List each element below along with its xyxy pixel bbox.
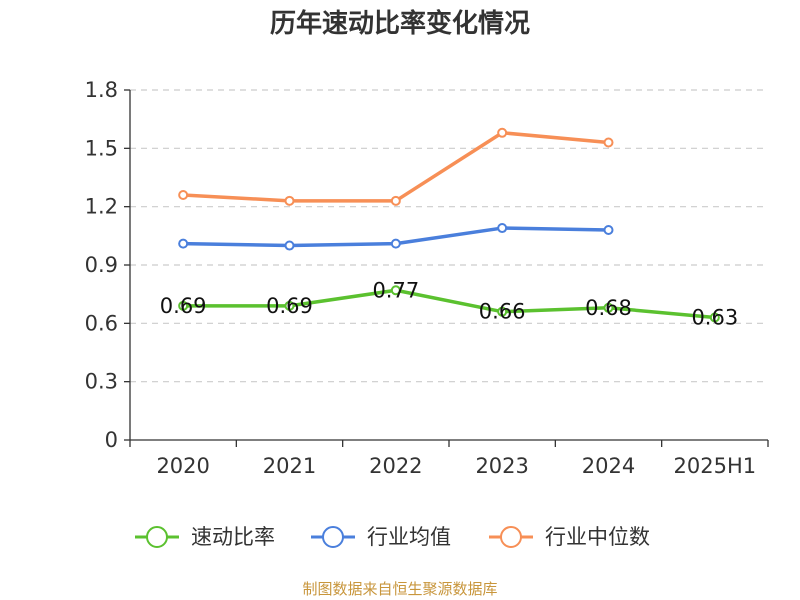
legend-item[interactable]: 速动比率	[135, 525, 275, 549]
data-point[interactable]	[497, 127, 508, 138]
data-label: 0.68	[585, 296, 632, 320]
legend[interactable]: 速动比率 行业均值 行业中位数	[135, 525, 650, 549]
series-1	[178, 223, 614, 251]
legend-item[interactable]: 行业中位数	[489, 525, 650, 549]
y-tick-label: 1.2	[85, 195, 118, 219]
legend-marker	[146, 526, 168, 548]
data-point[interactable]	[709, 312, 720, 323]
legend-label: 行业中位数	[545, 525, 650, 549]
data-point[interactable]	[603, 137, 614, 148]
x-tick-label: 2021	[263, 454, 316, 478]
series-0: 0.69 0.69 0.77 0.66 0.68 0.63	[160, 278, 738, 329]
series-line	[183, 131, 609, 203]
data-label: 0.66	[479, 300, 526, 324]
data-point[interactable]	[390, 285, 401, 296]
x-tick-label: 2023	[475, 454, 528, 478]
data-label: 0.63	[691, 306, 738, 330]
data-label: 0.69	[160, 294, 207, 318]
y-tick-label: 0.6	[85, 311, 118, 335]
chart-title: 历年速动比率变化情况	[270, 8, 530, 39]
y-tick-label: 0	[105, 428, 118, 452]
series-line	[183, 288, 715, 320]
data-point[interactable]	[178, 238, 189, 249]
data-label: 0.77	[372, 278, 419, 302]
data-point[interactable]	[284, 195, 295, 206]
x-tick-label: 2022	[369, 454, 422, 478]
legend-label: 速动比率	[191, 525, 275, 549]
series-group: 0.69 0.69 0.77 0.66 0.68 0.63	[160, 127, 738, 330]
data-point[interactable]	[284, 240, 295, 251]
data-point[interactable]	[390, 195, 401, 206]
source-note: 制图数据来自恒生聚源数据库	[302, 580, 497, 598]
data-point[interactable]	[284, 300, 295, 311]
data-point[interactable]	[603, 225, 614, 235]
x-tick-label: 2025H1	[674, 454, 757, 478]
y-tick-label: 0.9	[85, 253, 118, 277]
legend-label: 行业均值	[367, 525, 451, 549]
legend-marker	[322, 526, 344, 548]
data-point[interactable]	[178, 300, 189, 311]
y-tick-label: 0.3	[85, 370, 118, 394]
legend-item[interactable]: 行业均值	[311, 525, 451, 549]
x-tick-label: 2024	[582, 454, 635, 478]
grid-lines	[130, 89, 768, 383]
data-point[interactable]	[603, 302, 614, 313]
y-tick-label: 1.8	[85, 78, 118, 102]
data-point[interactable]	[497, 223, 508, 234]
y-tick-label: 1.5	[85, 136, 118, 160]
x-tick-label: 2020	[156, 454, 209, 478]
legend-marker	[500, 526, 522, 548]
axes: 0 0.3 0.6 0.9 1.2 1.5 1.8 2020 2021 2022 2023 2024 2…	[85, 78, 769, 478]
data-point[interactable]	[178, 190, 189, 200]
series-2	[178, 127, 614, 206]
data-point[interactable]	[390, 238, 401, 249]
data-label: 0.69	[266, 294, 313, 318]
data-point[interactable]	[497, 306, 508, 317]
